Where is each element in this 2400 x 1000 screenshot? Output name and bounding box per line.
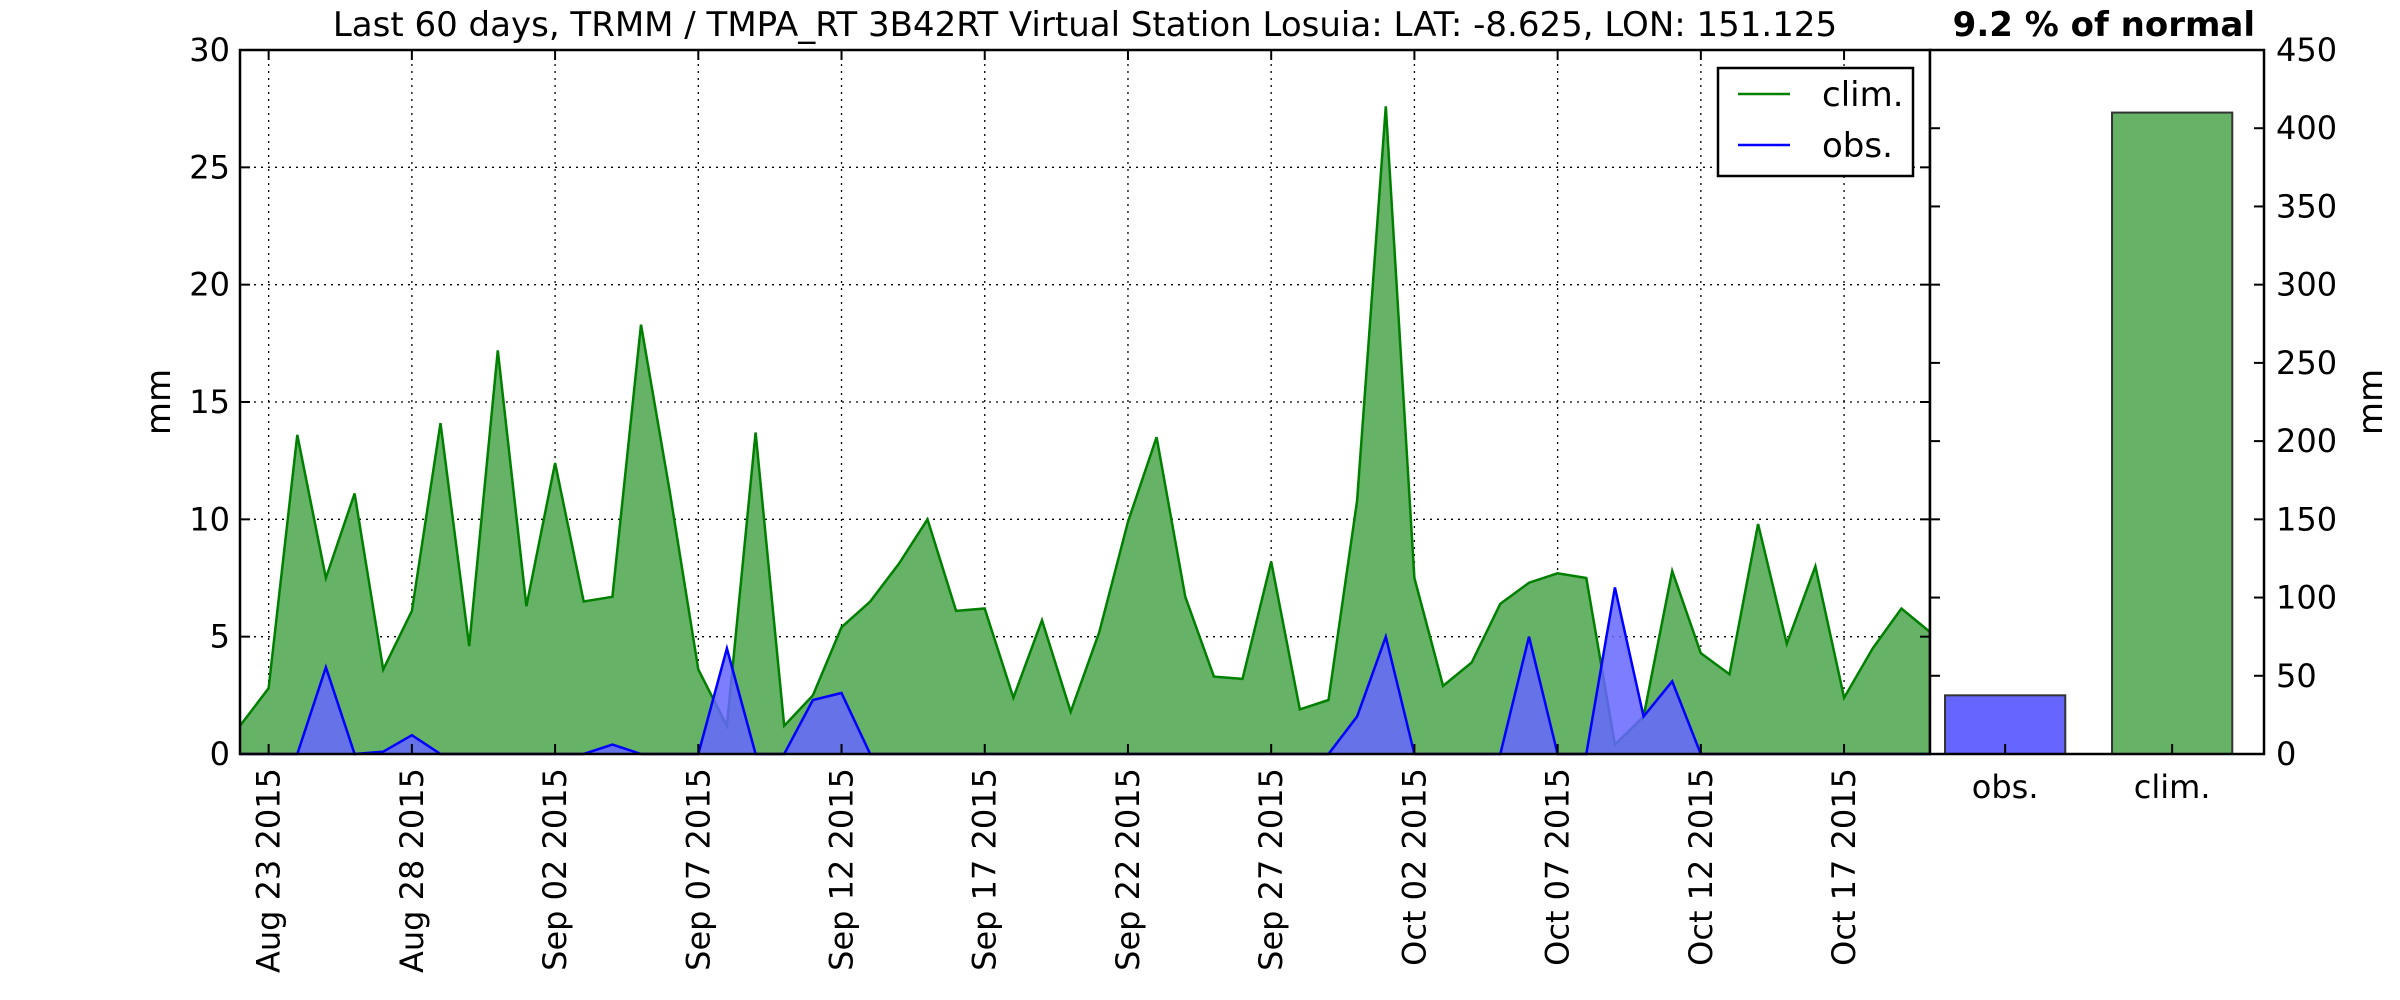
x-tick-label: Oct 02 2015 <box>1395 768 1433 966</box>
y-tick-label: 0 <box>210 735 230 773</box>
bar-y-tick-label: 100 <box>2276 579 2337 617</box>
y-tick-label: 15 <box>189 383 230 421</box>
main-chart-title: Last 60 days, TRMM / TMPA_RT 3B42RT Virt… <box>333 5 1837 45</box>
y-tick-label: 10 <box>189 500 230 538</box>
bar-clim <box>2111 111 2234 756</box>
x-tick-label: Oct 12 2015 <box>1682 768 1720 966</box>
legend-box <box>1716 66 1915 178</box>
bar-x-tick-label: obs. <box>1972 768 2039 806</box>
summary-bar-chart: 0 50 100 150 200 250 300 350 400 450 obs. clim. 9.… <box>1928 5 2391 806</box>
x-tick-label: Sep 27 2015 <box>1252 768 1290 971</box>
bar-obs <box>1944 694 2067 755</box>
x-tick-label: Sep 07 2015 <box>679 768 717 971</box>
bar-y-tick-label: 300 <box>2276 266 2337 304</box>
y-tick-label: 20 <box>189 266 230 304</box>
x-tick-label: Sep 12 2015 <box>823 768 861 971</box>
bar-y-tick-label: 200 <box>2276 422 2337 460</box>
series-area-clim <box>240 106 1930 755</box>
bar-y-tick-label: 0 <box>2276 735 2296 773</box>
x-tick-label: Sep 02 2015 <box>536 768 574 971</box>
legend: clim. obs. <box>1716 66 1915 178</box>
bar-y-tick-label: 450 <box>2276 31 2337 69</box>
bar-y-axis-label: mm <box>2351 369 2391 435</box>
bar-y-tick-label: 250 <box>2276 344 2337 382</box>
legend-label-obs: obs. <box>1822 126 1893 166</box>
y-tick-label: 25 <box>189 148 230 186</box>
x-tick-label: Oct 07 2015 <box>1539 768 1577 966</box>
main-y-ticks: 0 5 10 15 20 25 30 <box>189 31 1930 773</box>
y-tick-label: 30 <box>189 31 230 69</box>
bar-plot-frame <box>1928 48 2266 756</box>
series-line-clim <box>239 106 1931 748</box>
bar-y-tick-label: 400 <box>2276 109 2337 147</box>
main-chart: 0 5 10 15 20 25 30 Aug 23 2015 Aug 28 2015 Sep 0… <box>139 5 1932 973</box>
bar-y-ticks: 0 50 100 150 200 250 300 350 400 450 <box>1930 31 2337 773</box>
bar-y-tick-label: 150 <box>2276 500 2337 538</box>
x-tick-label: Aug 23 2015 <box>250 768 288 973</box>
x-tick-label: Oct 17 2015 <box>1825 768 1863 966</box>
x-tick-label: Sep 22 2015 <box>1109 768 1147 971</box>
x-tick-label: Aug 28 2015 <box>393 768 431 973</box>
summary-bars <box>1944 111 2234 756</box>
bar-y-tick-label: 50 <box>2276 657 2317 695</box>
percent-of-normal-title: 9.2 % of normal <box>1953 5 2255 45</box>
main-x-ticks: Aug 23 2015 Aug 28 2015 Sep 02 2015 Sep 07 … <box>250 50 1863 973</box>
legend-label-clim: clim. <box>1822 75 1904 115</box>
main-y-axis-label: mm <box>139 369 179 435</box>
x-tick-label: Sep 17 2015 <box>966 768 1004 971</box>
bar-x-tick-label: clim. <box>2134 768 2211 806</box>
bar-y-tick-label: 350 <box>2276 187 2337 225</box>
bar-x-ticks: obs. clim. <box>1972 744 2211 806</box>
series-clim <box>239 106 1931 755</box>
y-tick-label: 5 <box>210 618 230 656</box>
